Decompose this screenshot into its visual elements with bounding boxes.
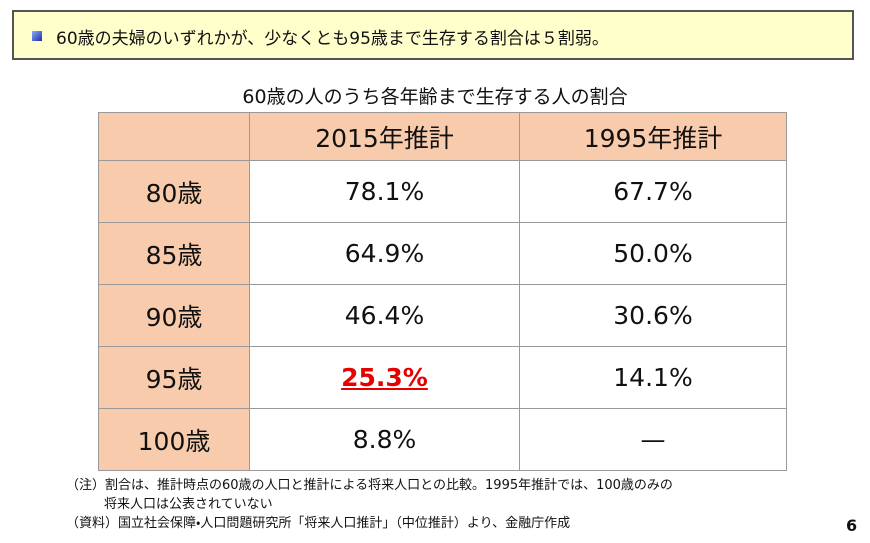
column-header: 2015年推計 (249, 112, 520, 161)
bullet-icon (32, 31, 42, 41)
row-label: 90歳 (98, 284, 250, 347)
page-number: 6 (846, 516, 858, 535)
column-header: 1995年推計 (519, 112, 787, 161)
table-title: 60歳の人のうち各年齢まで生存する人の割合 (242, 86, 628, 108)
row-label: 85歳 (98, 222, 250, 285)
cell: 50.0% (519, 222, 787, 285)
cell: 78.1% (249, 160, 520, 223)
cell: — (519, 408, 787, 471)
cell: 64.9% (249, 222, 520, 285)
row-label: 80歳 (98, 160, 250, 223)
note: （資料）国立社会保障・人口問題研究所「将来人口推計」（中位推計）より、金融庁作成 (66, 516, 571, 531)
cell: 30.6% (519, 284, 787, 347)
table: 2015年推計 1995年推計 80歳 78.1% 67.7% 85歳 64.9… (98, 112, 787, 471)
highlighted-cell: 25.3% (249, 346, 520, 409)
header-text: 60歳の夫婦のいずれかが、少なくとも95歳まで生存する割合は５割弱。 (56, 29, 609, 49)
cell: 14.1% (519, 346, 787, 409)
note: （注）割合は、推計時点の60歳の人口と推計による将来人口との比較。1995年推計… (66, 478, 673, 493)
corner-cell (98, 112, 250, 161)
note: 将来人口は公表されていない (104, 497, 273, 512)
header-box: 60歳の夫婦のいずれかが、少なくとも95歳まで生存する割合は５割弱。 (12, 10, 854, 60)
cell: 8.8% (249, 408, 520, 471)
row-label: 100歳 (98, 408, 250, 471)
cell: 46.4% (249, 284, 520, 347)
cell: 67.7% (519, 160, 787, 223)
row-label: 95歳 (98, 346, 250, 409)
